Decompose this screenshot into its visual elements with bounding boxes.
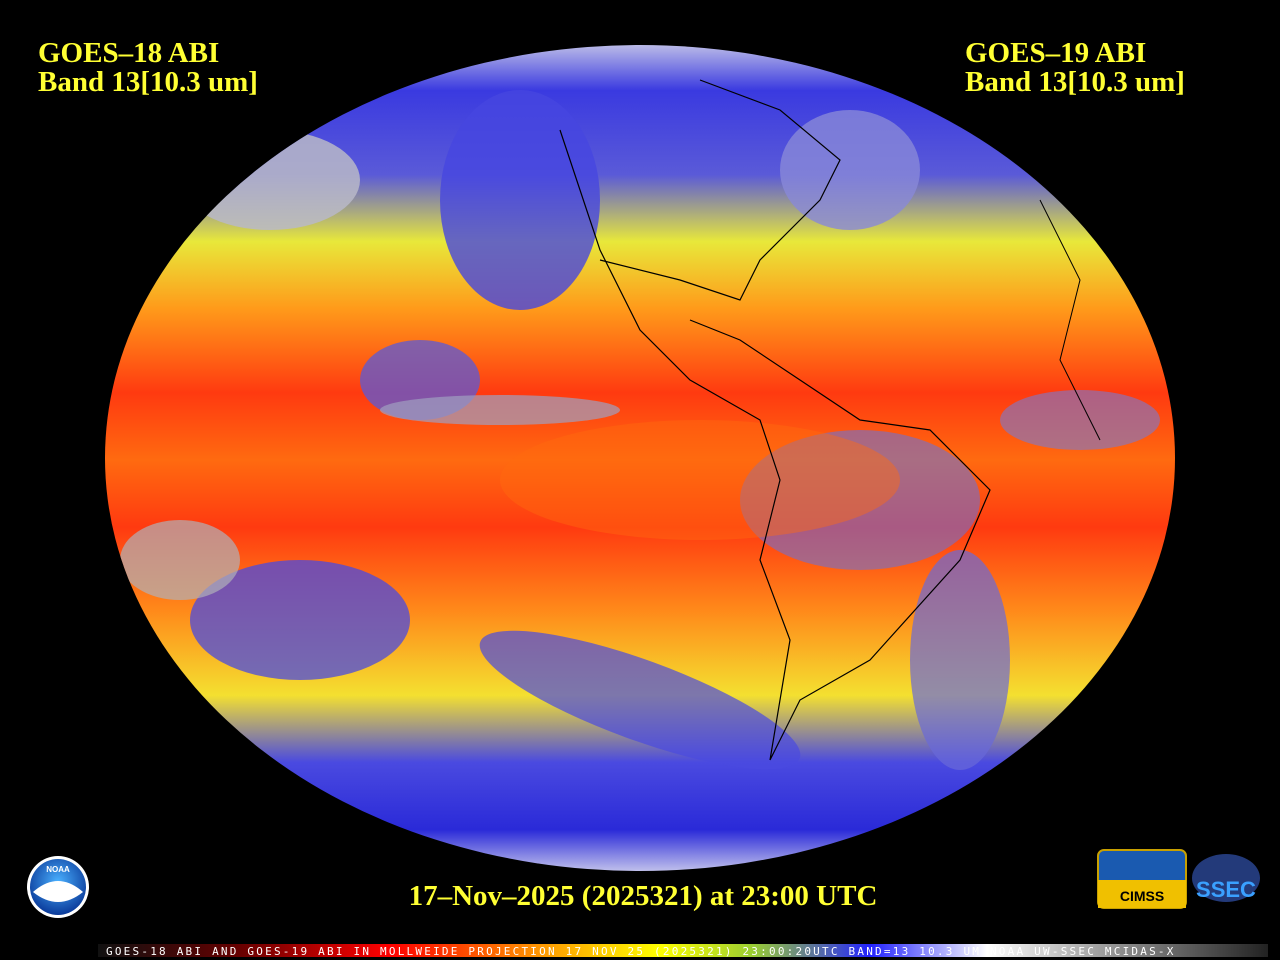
color-bar [98,944,1268,957]
header-left-line2: Band 13[10.3 um] [38,66,258,98]
noaa-logo: NOAA [27,856,89,918]
footer-caption: GOES-18 ABI AND GOES-19 ABI IN MOLLWEIDE… [106,945,1174,958]
globe [105,45,1175,871]
cimss-logo: CIMSS [1097,849,1187,909]
header-right-line2: Band 13[10.3 um] [965,66,1185,98]
cimss-text: CIMSS [1120,888,1164,904]
ssec-text: SSEC [1196,877,1256,902]
timestamp: 17–Nov–2025 (2025321) at 23:00 UTC [409,880,878,912]
ssec-logo: SSEC [1192,854,1260,902]
header-right-line1: GOES–19 ABI [965,37,1146,69]
header-left-line1: GOES–18 ABI [38,37,219,69]
noaa-text: NOAA [46,865,70,874]
